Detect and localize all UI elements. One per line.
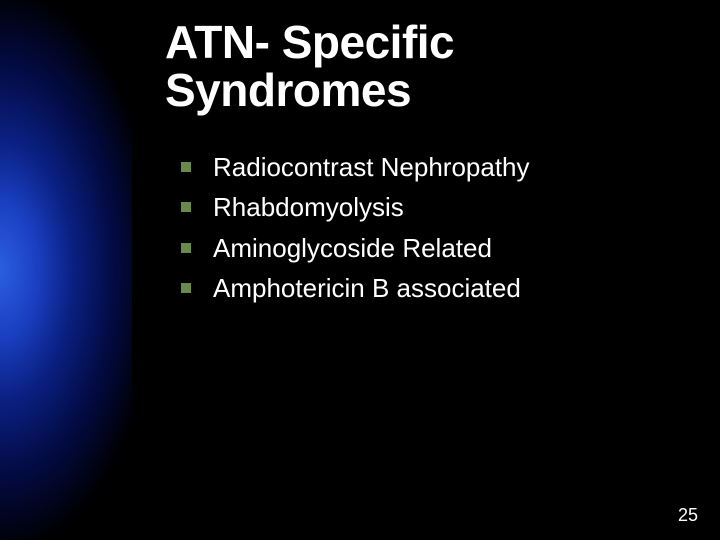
bullet-icon [181, 283, 191, 293]
bullet-text: Amphotericin B associated [213, 272, 521, 305]
side-gradient [0, 0, 132, 540]
bullet-text: Radiocontrast Nephropathy [213, 151, 530, 184]
title-line-1: ATN- Specific [165, 16, 454, 68]
list-item: Rhabdomyolysis [181, 191, 700, 224]
bullet-icon [181, 162, 191, 172]
bullet-text: Aminoglycoside Related [213, 232, 492, 265]
bullet-text: Rhabdomyolysis [213, 191, 404, 224]
list-item: Radiocontrast Nephropathy [181, 151, 700, 184]
bullet-icon [181, 243, 191, 253]
page-number: 25 [678, 505, 698, 526]
bullet-icon [181, 202, 191, 212]
list-item: Amphotericin B associated [181, 272, 700, 305]
slide-content: ATN- Specific Syndromes Radiocontrast Ne… [165, 18, 700, 313]
title-line-2: Syndromes [165, 64, 411, 116]
slide-title: ATN- Specific Syndromes [165, 18, 700, 115]
list-item: Aminoglycoside Related [181, 232, 700, 265]
bullet-list: Radiocontrast Nephropathy Rhabdomyolysis… [181, 151, 700, 305]
